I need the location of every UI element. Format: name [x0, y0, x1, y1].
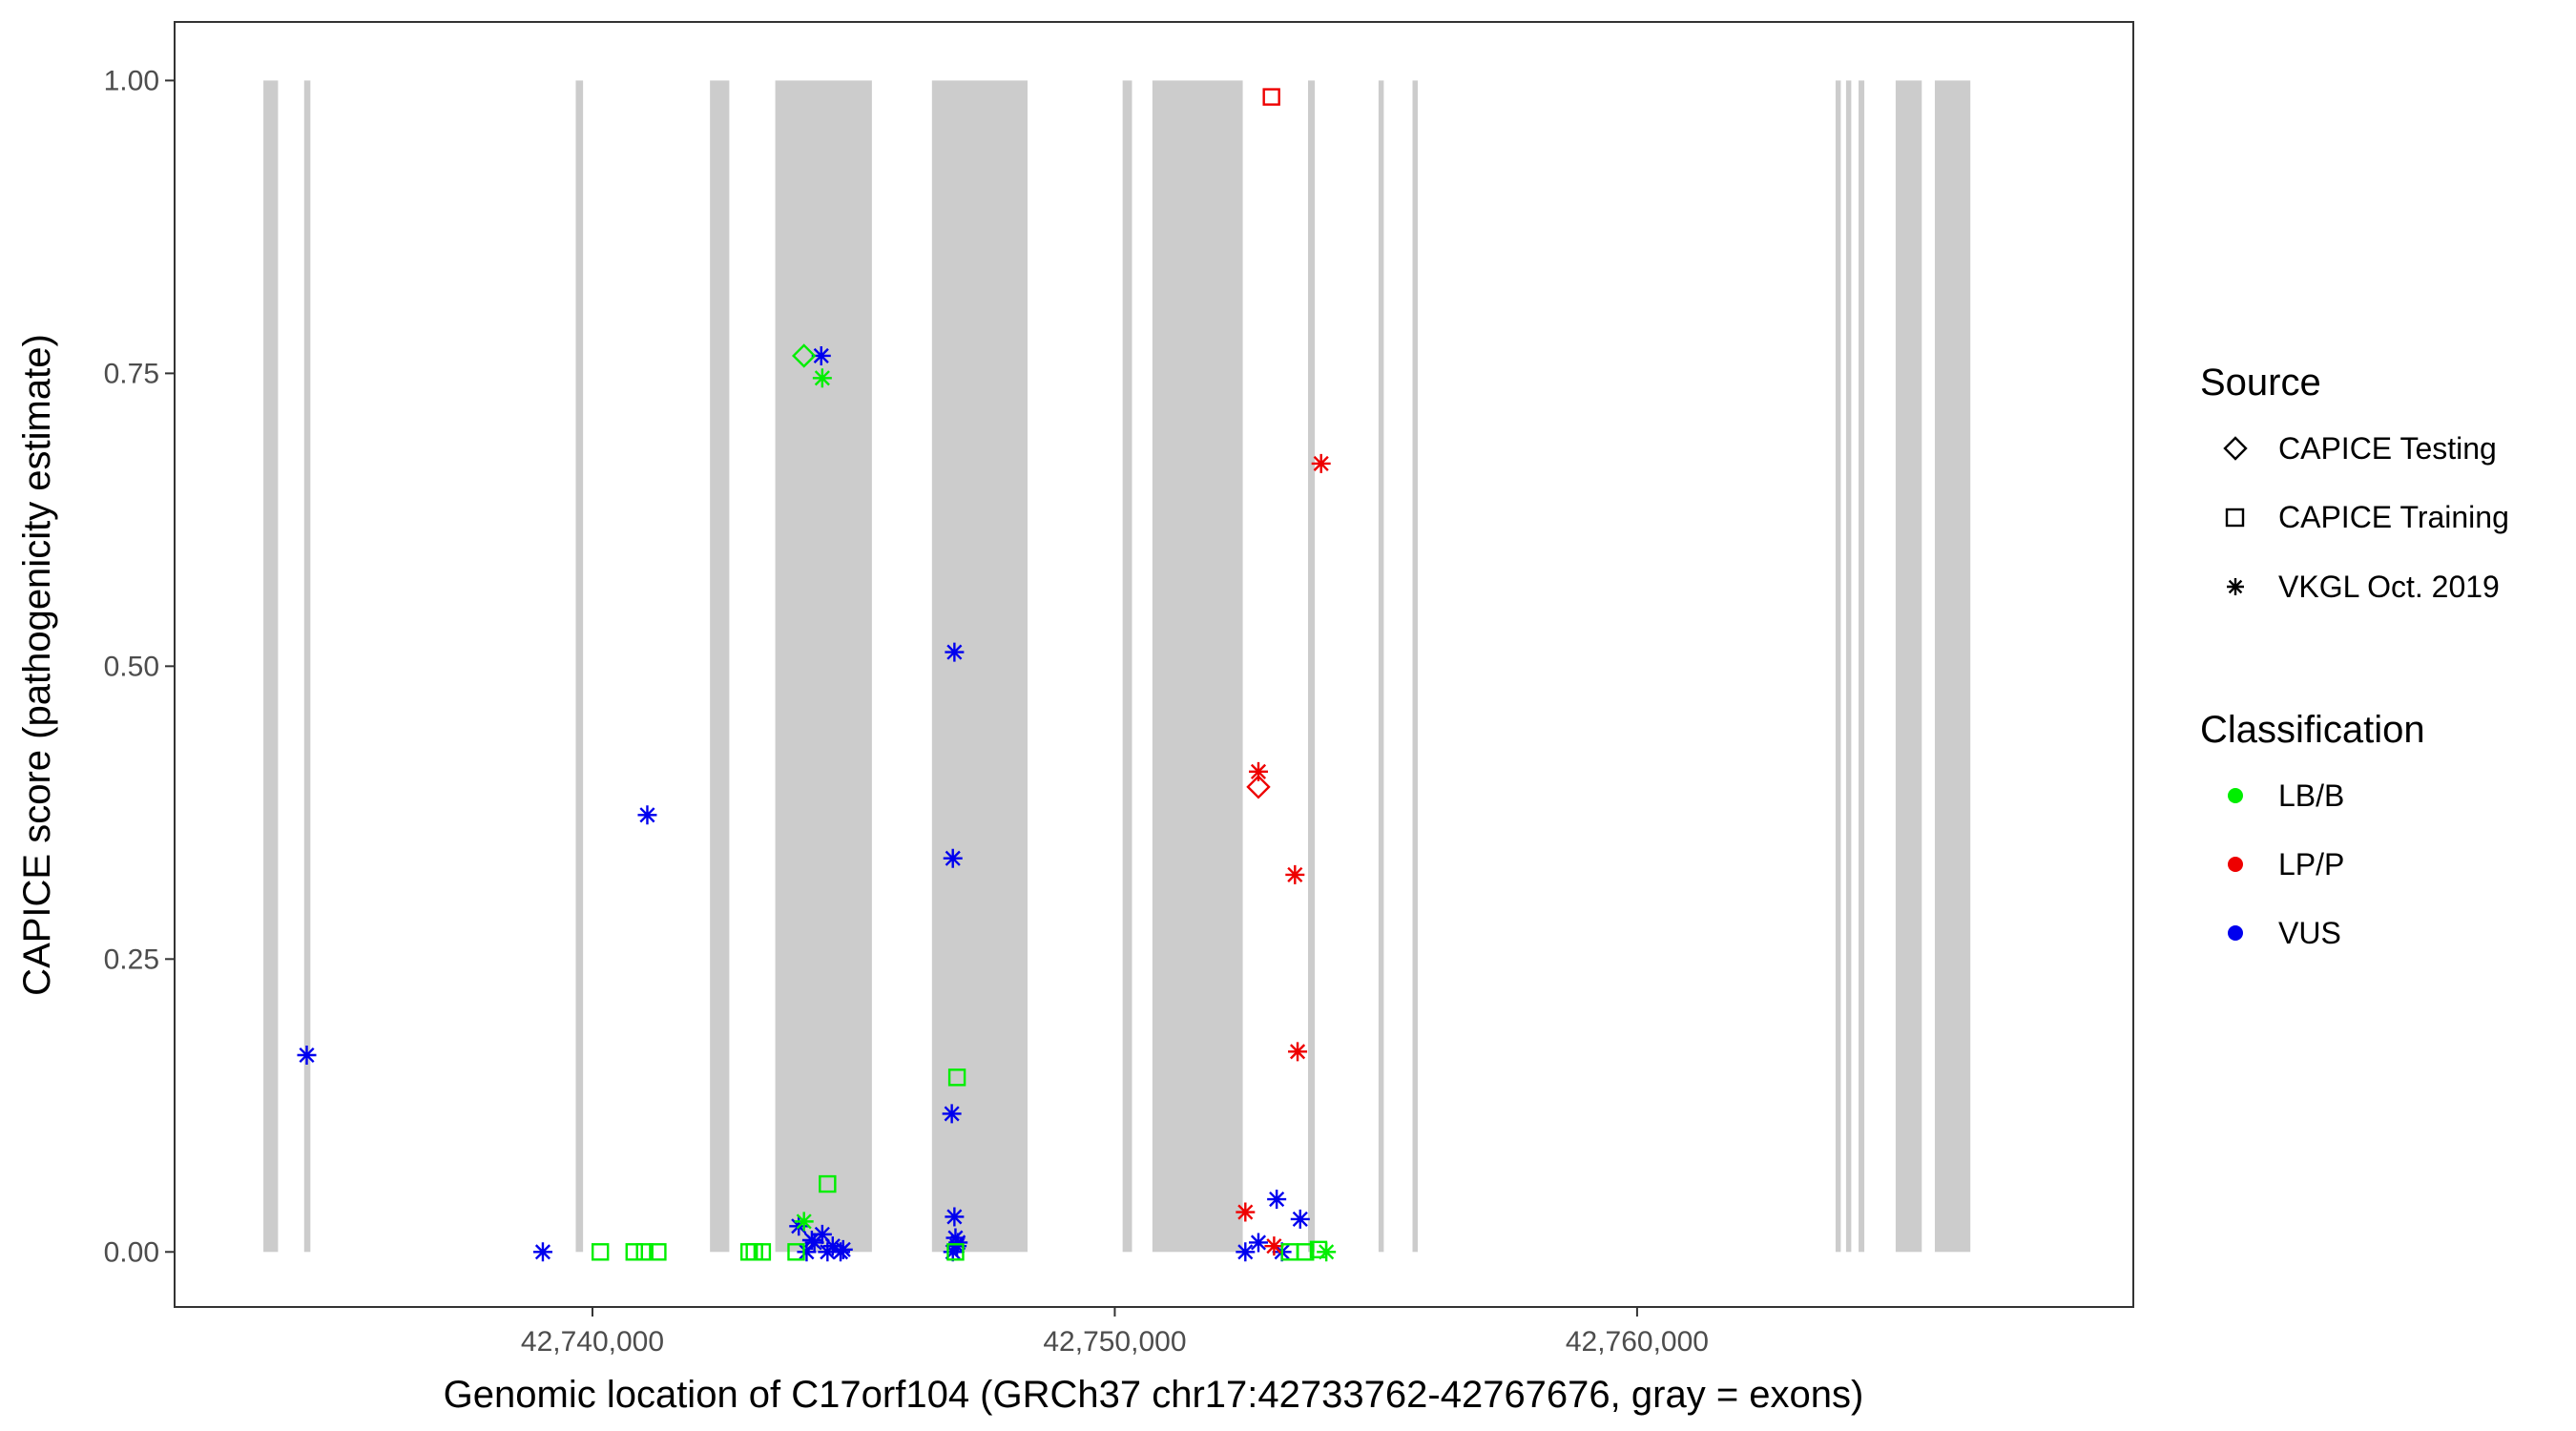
point-asterisk-vus: [1248, 1233, 1268, 1253]
y-axis-title: CAPICE score (pathogenicity estimate): [16, 334, 58, 996]
legend-item-vkgl: VKGL Oct. 2019: [2227, 570, 2500, 604]
legend-item-label: VKGL Oct. 2019: [2278, 570, 2500, 604]
exon-band: [1859, 80, 1865, 1253]
plot-border: [174, 21, 2134, 1308]
point-asterisk-vus: [942, 1104, 962, 1124]
legend-dot-vus: [2228, 925, 2243, 941]
point-asterisk-vus: [532, 1242, 552, 1262]
point-asterisk-vus: [797, 1242, 817, 1262]
point-square-lbb: [591, 1243, 610, 1261]
exon-band: [1378, 80, 1384, 1253]
point-square-lbb: [1309, 1240, 1328, 1259]
x-tick-label: 42,750,000: [1043, 1326, 1186, 1358]
exon-band: [931, 80, 1028, 1253]
point-square-lbb: [946, 1243, 965, 1261]
y-tick-label: 0.75: [104, 358, 159, 389]
point-asterisk-vus: [637, 805, 657, 825]
point-square-lbb: [947, 1068, 966, 1087]
exon-band: [1308, 80, 1316, 1253]
exon-band: [1152, 80, 1243, 1253]
y-tick-label: 1.00: [104, 65, 159, 96]
point-asterisk-lbb: [794, 1212, 814, 1232]
point-asterisk-lbb: [812, 368, 832, 388]
legend-classification: Classification LB/B LP/P VUS: [2200, 709, 2425, 950]
point-square-lbb: [787, 1243, 805, 1261]
legend-item-label: CAPICE Training: [2278, 500, 2509, 534]
exon-band: [710, 80, 730, 1253]
legend-item-label: LP/P: [2278, 847, 2344, 881]
legend-item-vus: VUS: [2228, 916, 2341, 950]
exon-band: [1412, 80, 1418, 1253]
exon-band: [775, 80, 872, 1253]
point-asterisk-vus: [811, 345, 831, 365]
point-asterisk-vus: [945, 642, 965, 662]
exon-band: [1845, 80, 1852, 1253]
point-asterisk-vus: [945, 1228, 966, 1248]
point-asterisk-vus: [812, 1224, 832, 1244]
legend-item-label: CAPICE Testing: [2278, 431, 2497, 466]
point-asterisk-vus: [297, 1046, 317, 1065]
point-square-lbb: [1297, 1243, 1315, 1261]
point-square-lbb: [625, 1243, 643, 1261]
point-asterisk-vus: [833, 1239, 853, 1259]
x-tick-label: 42,760,000: [1566, 1326, 1709, 1358]
point-square-lbb: [635, 1243, 654, 1261]
point-asterisk-vus: [945, 1207, 965, 1227]
exon-band: [263, 80, 279, 1253]
point-asterisk-lpp: [1264, 1236, 1284, 1256]
legend-item-label: LB/B: [2278, 778, 2344, 813]
point-asterisk-vus: [1290, 1209, 1310, 1229]
point-asterisk-vus: [948, 1233, 968, 1253]
point-asterisk-lpp: [1311, 453, 1331, 473]
legend-dot-lbb: [2228, 788, 2243, 803]
asterisk-icon: [2227, 578, 2244, 595]
square-icon: [2225, 508, 2245, 528]
point-layer: [297, 88, 1337, 1262]
point-asterisk-vus: [818, 1242, 838, 1262]
exon-band: [575, 80, 584, 1253]
point-asterisk-lpp: [1248, 761, 1268, 781]
point-square-lbb: [649, 1243, 667, 1261]
legend-dot-lpp: [2228, 857, 2243, 872]
point-diamond-lbb: [791, 343, 817, 368]
legend-source-title: Source: [2200, 362, 2321, 404]
point-asterisk-vus: [943, 1242, 963, 1262]
point-asterisk-lpp: [1285, 864, 1305, 884]
diamond-icon: [2223, 436, 2248, 461]
point-square-lpp: [1262, 88, 1280, 106]
legend-classification-title: Classification: [2200, 709, 2425, 751]
exon-band: [303, 80, 311, 1253]
point-asterisk-lpp: [1236, 1202, 1256, 1222]
exon-band: [1934, 80, 1971, 1253]
legend-item-lbb: LB/B: [2228, 778, 2344, 813]
point-asterisk-vus: [1267, 1190, 1287, 1210]
y-axis: 0.00 0.25 0.50 0.75 1.00: [104, 65, 175, 1268]
y-tick-label: 0.25: [104, 944, 159, 975]
y-tick-label: 0.00: [104, 1236, 159, 1268]
point-asterisk-vus: [1236, 1242, 1256, 1262]
point-asterisk-lpp: [1288, 1042, 1308, 1062]
x-tick-label: 42,740,000: [521, 1326, 664, 1358]
exon-band: [1122, 80, 1132, 1253]
point-diamond-lpp: [1246, 775, 1271, 799]
exon-layer: [263, 80, 1971, 1253]
point-asterisk-vus: [801, 1231, 821, 1251]
legend-source: Source CAPICE Testing CAPICE Training VK…: [2200, 362, 2509, 604]
point-asterisk-vus: [943, 848, 963, 868]
exon-band: [1835, 80, 1841, 1253]
plot-panel: [174, 21, 2134, 1308]
legend-item-lpp: LP/P: [2228, 847, 2344, 881]
legend-item-label: VUS: [2278, 916, 2341, 950]
legend-item-capice-training: CAPICE Training: [2225, 500, 2509, 534]
exon-band: [1895, 80, 1922, 1253]
point-square-lbb: [819, 1174, 837, 1193]
point-square-lbb: [753, 1243, 772, 1261]
y-tick-label: 0.50: [104, 651, 159, 682]
legend-item-capice-testing: CAPICE Testing: [2223, 431, 2497, 466]
x-axis-title: Genomic location of C17orf104 (GRCh37 ch…: [444, 1374, 1864, 1416]
x-axis: 42,740,000 42,750,000 42,760,000: [521, 1307, 1709, 1358]
